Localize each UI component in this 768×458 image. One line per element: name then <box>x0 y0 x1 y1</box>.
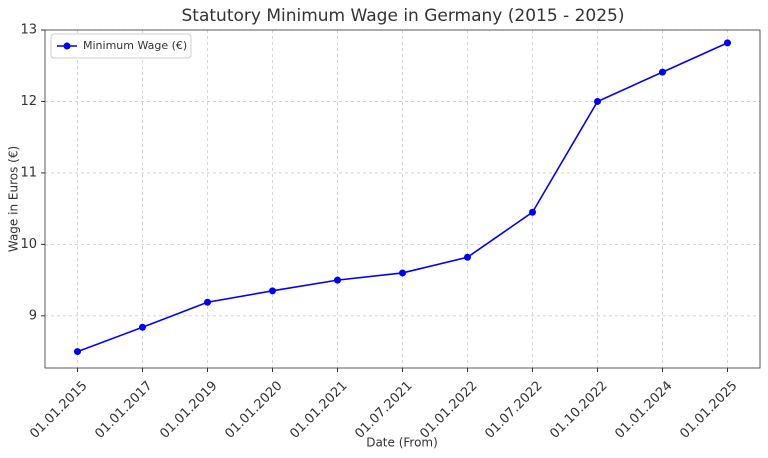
chart-title: Statutory Minimum Wage in Germany (2015 … <box>182 6 625 26</box>
grid <box>45 29 760 368</box>
point <box>204 298 211 306</box>
x-tick-label: 01.01.2024 <box>612 378 675 441</box>
point <box>659 68 666 76</box>
legend-label: Minimum Wage (€) <box>83 39 187 52</box>
point <box>724 39 731 47</box>
x-tick-label: 01.01.2019 <box>157 378 220 441</box>
y-tick-label: 10 <box>20 237 37 252</box>
x-tick-label: 01.07.2022 <box>482 378 545 441</box>
y-tick-label: 11 <box>20 165 37 180</box>
y-tick-label: 12 <box>20 94 37 109</box>
point <box>334 276 341 284</box>
point <box>399 269 406 277</box>
y-axis-label: Wage in Euros (€) <box>7 146 21 252</box>
y-tick-label: 9 <box>29 308 37 323</box>
point <box>269 287 276 295</box>
legend: Minimum Wage (€) <box>50 33 192 59</box>
point <box>139 323 146 331</box>
x-tick-label: 01.01.2025 <box>677 378 740 441</box>
x-tick-label: 01.10.2022 <box>547 378 610 441</box>
x-tick-label: 01.01.2015 <box>27 378 90 441</box>
legend-box <box>50 33 192 59</box>
x-tick-label: 01.01.2021 <box>287 378 350 441</box>
x-tick-label: 01.01.2022 <box>417 378 480 441</box>
point <box>74 348 81 356</box>
x-axis-label: Date (From) <box>366 436 438 450</box>
line <box>77 42 728 353</box>
plot <box>74 39 731 356</box>
x-tick-label: 01.01.2020 <box>222 378 285 441</box>
legend-marker <box>63 42 71 50</box>
point <box>594 97 601 105</box>
x-tick-label: 01.07.2021 <box>352 378 415 441</box>
point <box>464 253 471 261</box>
point <box>529 208 536 216</box>
y-tick-label: 13 <box>20 23 37 38</box>
x-tick-label: 01.01.2017 <box>92 378 155 441</box>
